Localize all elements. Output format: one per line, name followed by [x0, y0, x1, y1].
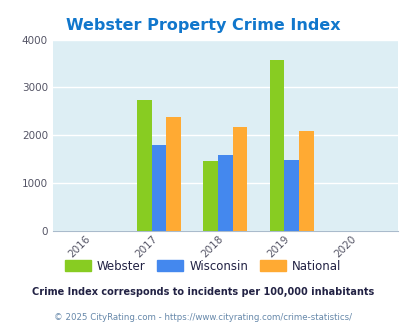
Text: Webster Property Crime Index: Webster Property Crime Index	[66, 18, 339, 33]
Text: Crime Index corresponds to incidents per 100,000 inhabitants: Crime Index corresponds to incidents per…	[32, 287, 373, 297]
Legend: Webster, Wisconsin, National: Webster, Wisconsin, National	[60, 255, 345, 278]
Bar	[166, 117, 180, 231]
Bar	[151, 145, 166, 231]
Bar	[217, 155, 232, 231]
Text: © 2025 CityRating.com - https://www.cityrating.com/crime-statistics/: © 2025 CityRating.com - https://www.city…	[54, 313, 351, 322]
Bar	[232, 127, 247, 231]
Bar	[269, 60, 283, 231]
Bar	[203, 161, 217, 231]
Bar	[284, 160, 298, 231]
Bar	[298, 130, 313, 231]
Bar	[137, 100, 151, 231]
